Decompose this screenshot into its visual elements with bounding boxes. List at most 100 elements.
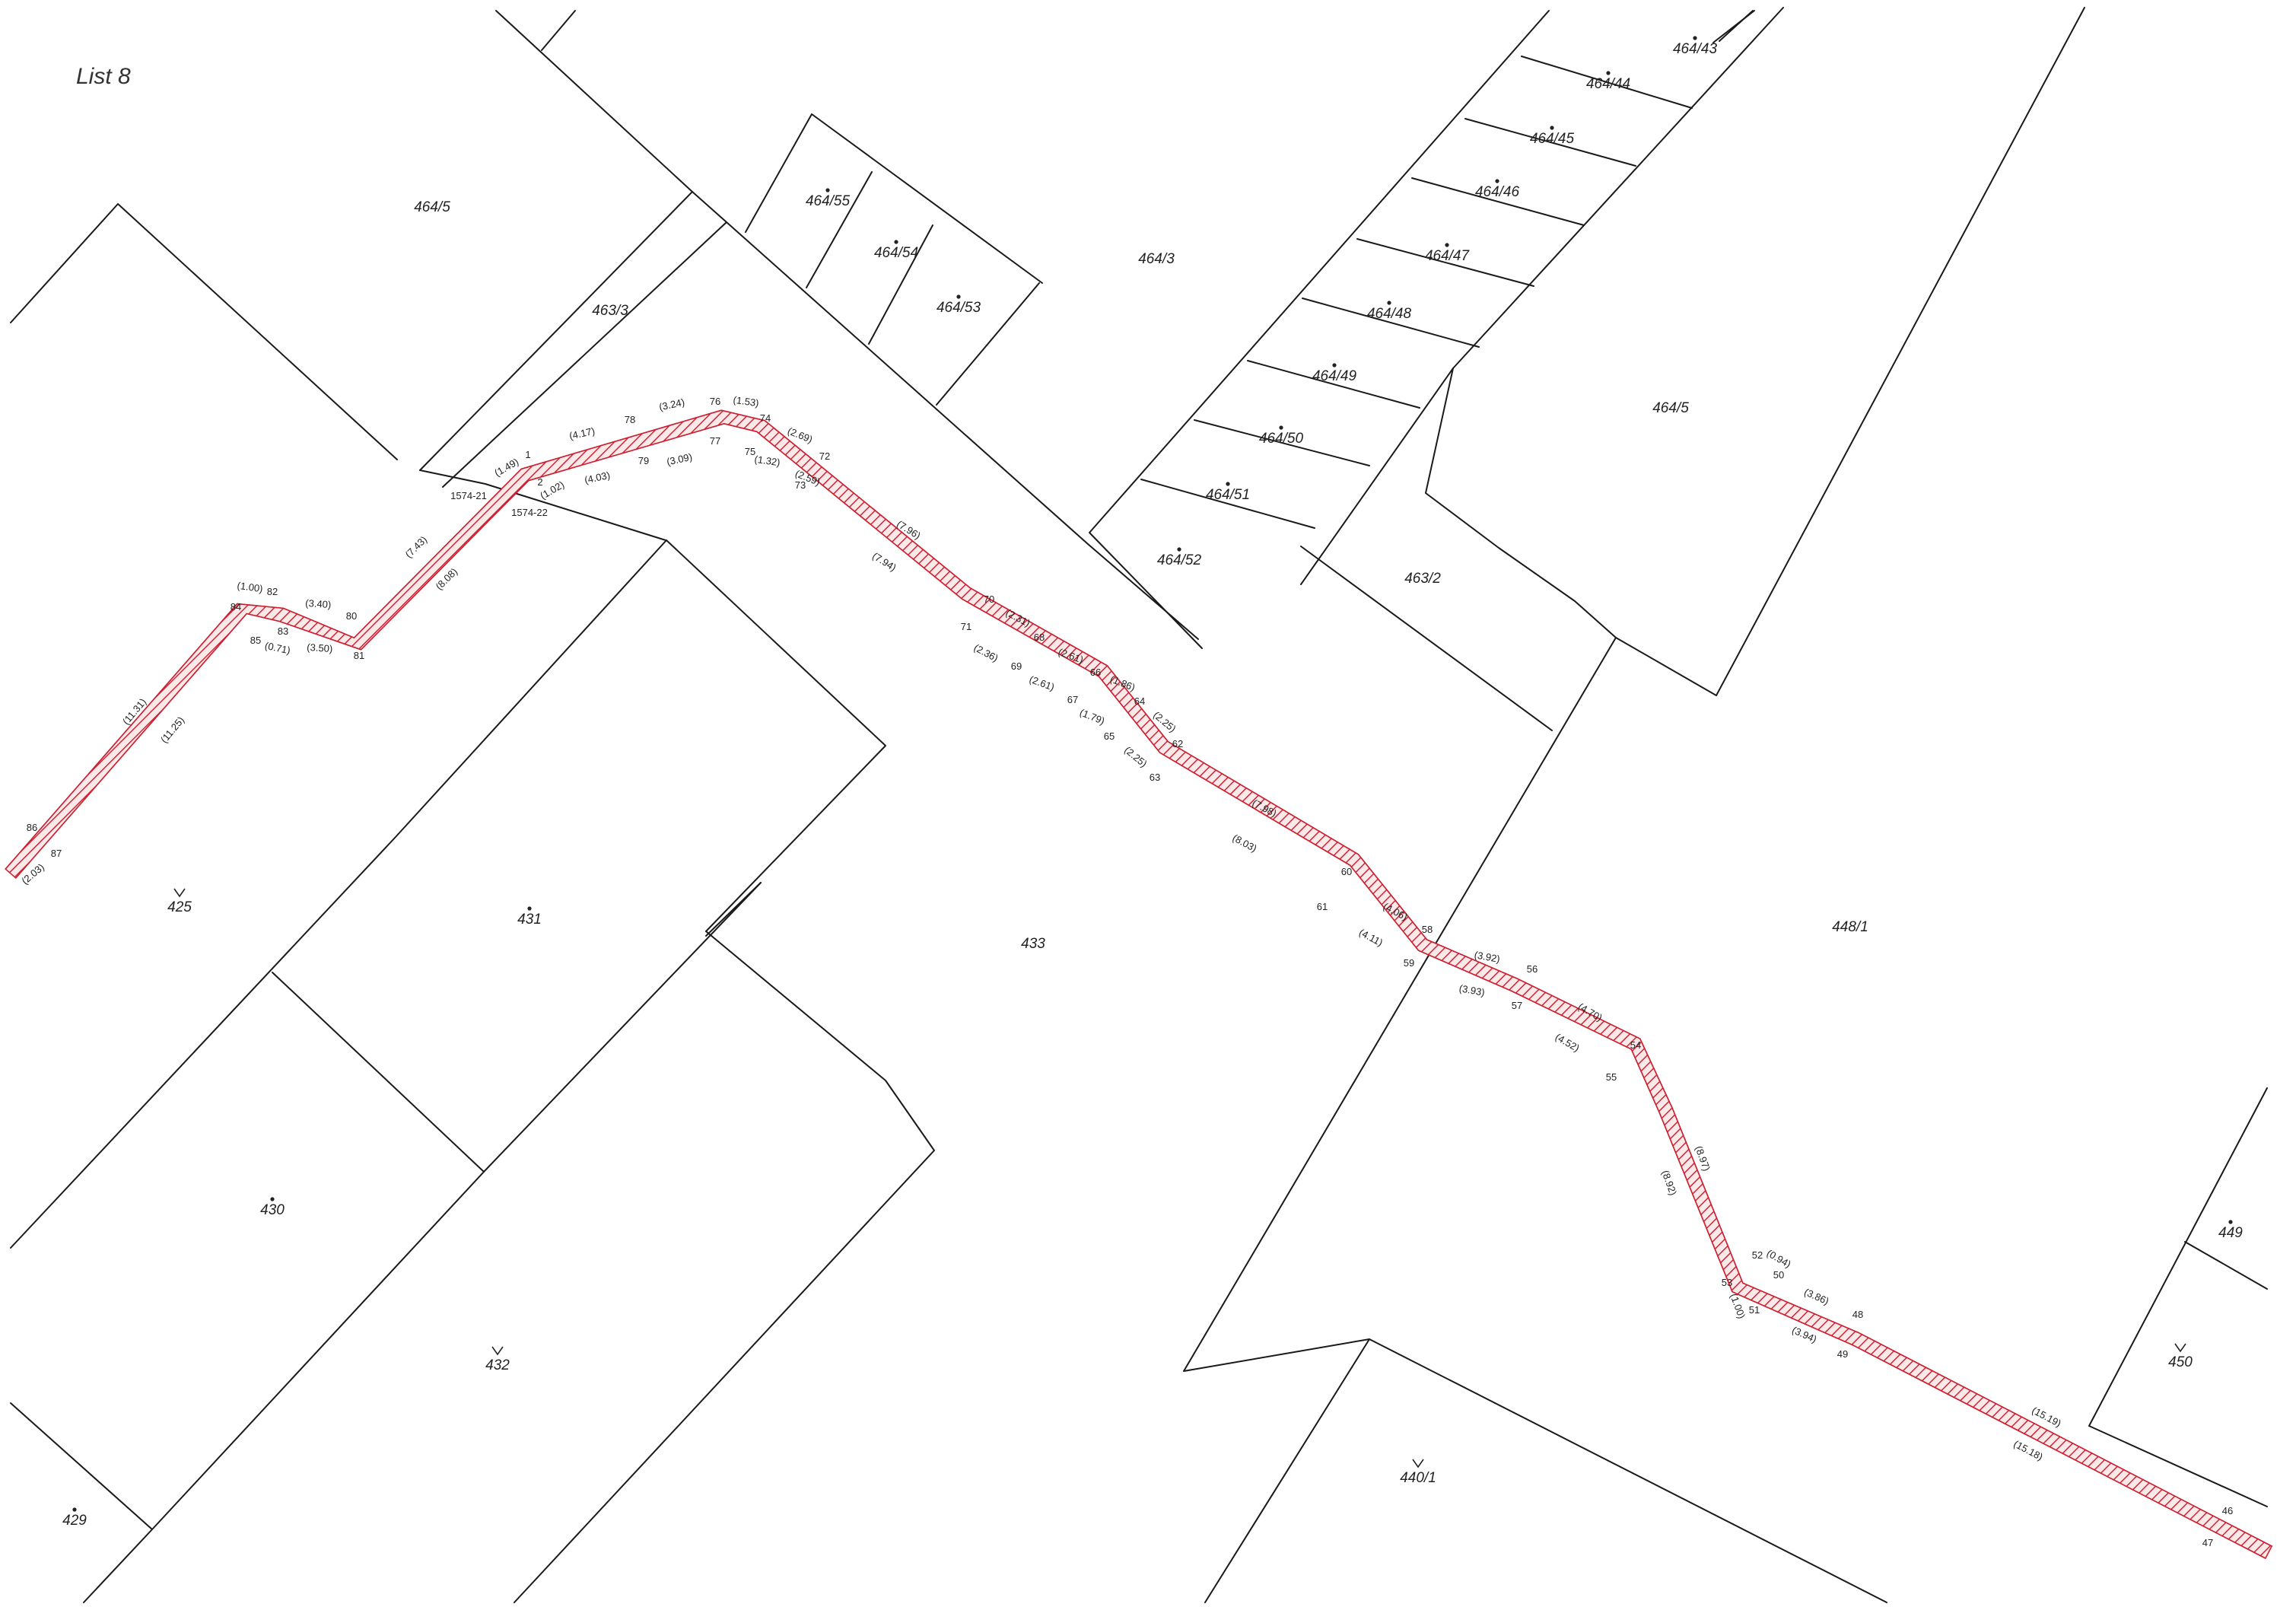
parcel-dot-marker (1177, 547, 1181, 552)
distance-label: (1.32) (754, 453, 781, 469)
point-number: 87 (51, 848, 62, 859)
parcel-label: 464/5 (414, 199, 450, 215)
parcel-dot-marker (1445, 243, 1449, 247)
point-number: 1574-21 (450, 490, 487, 501)
point-number: 64 (1134, 695, 1145, 707)
point-number: 55 (1606, 1071, 1617, 1083)
parcel-464-44: 464/44 (1586, 71, 1630, 92)
parcel-429: 429 (62, 1507, 87, 1529)
boundary-line (806, 171, 873, 288)
parcel-boundaries (10, 7, 2268, 1603)
distance-label: (3.40) (305, 597, 332, 610)
point-number: 81 (354, 650, 364, 661)
point-number: 67 (1067, 694, 1078, 705)
point-number: 80 (346, 610, 357, 622)
distance-label: (3.09) (666, 451, 693, 468)
boundary-line (1521, 56, 1693, 109)
parcel-463-3: 463/3 (592, 303, 628, 319)
parcel-label: 430 (260, 1202, 285, 1218)
parcel-label: 464/5 (1652, 400, 1689, 416)
parcel-464-49: 464/49 (1312, 363, 1357, 384)
boundary-line (514, 931, 935, 1603)
parcel-labels: 464/5 463/3 464/55 464/54 464/53 464/3 464/43 4… (62, 36, 2243, 1529)
parcel-464-43: 464/43 (1673, 36, 1717, 57)
parcel-label: 464/51 (1206, 487, 1250, 503)
point-number: 50 (1773, 1269, 1784, 1281)
parcel-dot-marker (1332, 363, 1337, 368)
point-number: 71 (961, 621, 972, 632)
point-number: 58 (1422, 924, 1433, 935)
distance-label: (3.24) (658, 396, 685, 413)
parcel-v-marker (491, 1346, 504, 1356)
boundary-line (2184, 1241, 2268, 1290)
distance-label: (3.92) (1474, 949, 1501, 965)
point-number: 73 (795, 479, 806, 491)
parcel-464-3: 464/3 (1138, 251, 1175, 267)
parcel-label: 464/48 (1367, 306, 1412, 322)
point-number: 52 (1752, 1249, 1763, 1261)
parcel-dot-marker (956, 294, 961, 299)
parcel-464-55: 464/55 (806, 188, 850, 209)
point-number: 46 (2222, 1505, 2233, 1516)
parcel-label: 450 (2168, 1354, 2193, 1370)
parcel-dot-marker (72, 1507, 77, 1512)
point-number: 61 (1317, 901, 1328, 912)
parcel-label: 464/47 (1425, 248, 1471, 264)
point-number: 75 (745, 446, 755, 457)
point-number: 1 (525, 449, 530, 460)
parcel-label: 448/1 (1832, 919, 1868, 935)
distance-label: (1.79) (1078, 707, 1106, 727)
point-number: 59 (1404, 957, 1414, 969)
boundary-line (151, 1171, 485, 1530)
boundary-line (1204, 1338, 1370, 1603)
point-number: 53 (1722, 1277, 1732, 1288)
point-number: 74 (760, 412, 771, 424)
distance-label: (2.25) (1122, 744, 1150, 769)
parcel-label: 464/45 (1530, 131, 1575, 147)
parcel-label: 464/49 (1312, 368, 1357, 384)
parcel-label: 431 (517, 912, 542, 928)
parcel-464-53: 464/53 (937, 294, 981, 316)
parcel-v-marker (173, 888, 186, 898)
parcel-label: 463/3 (592, 303, 628, 319)
boundary-line (1411, 177, 1585, 226)
boundary-line (1302, 298, 1480, 348)
point-number: 86 (27, 822, 37, 833)
parcel-label: 464/50 (1259, 431, 1304, 447)
distance-label: (8.92) (1659, 1169, 1679, 1197)
point-number: 85 (250, 635, 261, 646)
boundary-line (442, 221, 727, 488)
parcel-430: 430 (260, 1197, 285, 1218)
distance-label: (1.53) (733, 394, 760, 409)
parcel-464-54: 464/54 (874, 240, 918, 261)
point-number: 56 (1527, 963, 1538, 975)
parcel-dot-marker (1279, 425, 1283, 430)
point-number: 76 (710, 396, 720, 407)
parcel-label: 464/52 (1157, 552, 1202, 568)
parcel-432: 432 (485, 1346, 510, 1373)
distance-label: (2.36) (972, 641, 1000, 663)
parcel-464-5-b: 464/5 (1652, 400, 1689, 416)
parcel-label: 464/3 (1138, 251, 1175, 267)
distance-label: (0.94) (1765, 1247, 1793, 1270)
point-number: 82 (267, 586, 278, 597)
boundary-line (272, 882, 762, 1173)
parcel-dot-marker (1606, 71, 1611, 75)
sheet-label: List 8 (76, 64, 131, 89)
point-number: 57 (1512, 1000, 1522, 1011)
boundary-line (1183, 637, 1887, 1603)
boundary-line (1194, 419, 1370, 466)
parcel-dot-marker (1550, 126, 1554, 130)
point-number: 47 (2202, 1537, 2213, 1548)
distance-label: (2.61) (1057, 646, 1085, 666)
boundary-line (1719, 10, 1754, 42)
point-number: 84 (231, 601, 241, 613)
parcel-dot-marker (2228, 1220, 2233, 1224)
distance-label: (2.61) (1028, 673, 1056, 693)
point-number: 2 (537, 476, 542, 488)
distance-label: (3.93) (1458, 982, 1486, 998)
easement-route (5, 409, 2273, 1560)
parcel-label: 464/54 (874, 245, 918, 261)
parcel-464-45: 464/45 (1530, 126, 1575, 147)
